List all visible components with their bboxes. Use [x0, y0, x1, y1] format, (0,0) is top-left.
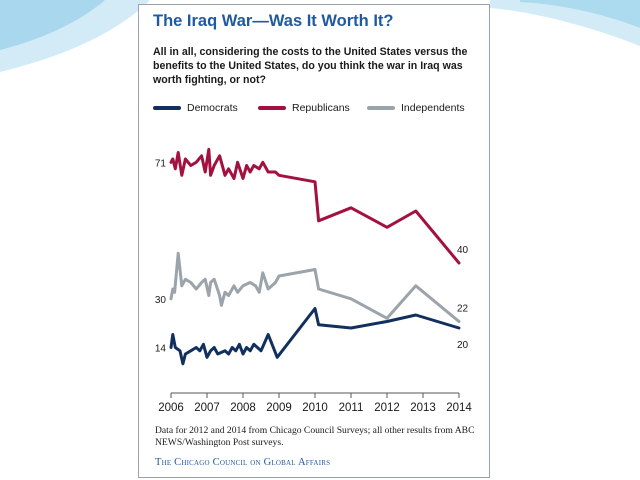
series-line-republicans — [169, 147, 461, 265]
end-label-republicans: 40 — [457, 245, 469, 256]
survey-question: All in all, considering the costs to the… — [153, 46, 468, 86]
end-label-democrats: 20 — [457, 340, 469, 351]
legend-swatch-democrats — [153, 106, 181, 110]
x-tick-label-2011: 2011 — [339, 402, 364, 414]
chart-legend: Democrats Republicans Independents — [153, 102, 489, 118]
legend-label-democrats: Democrats — [187, 102, 238, 114]
slide-swoosh-right-inner — [520, 0, 640, 28]
slide-swoosh-right — [490, 0, 640, 46]
legend-label-republicans: Republicans — [292, 102, 350, 114]
legend-item-independents: Independents — [367, 102, 465, 114]
chart-source: The Chicago Council on Global Affairs — [155, 457, 331, 468]
legend-swatch-republicans — [258, 106, 286, 110]
x-tick-label-2006: 2006 — [158, 402, 184, 414]
x-tick-label-2012: 2012 — [374, 402, 400, 414]
start-label-republicans: 71 — [155, 158, 167, 169]
x-tick-label-2007: 2007 — [194, 402, 220, 414]
x-tick-label-2014: 2014 — [446, 402, 472, 414]
legend-item-republicans: Republicans — [258, 102, 350, 114]
legend-swatch-independents — [367, 106, 395, 110]
chart-title: The Iraq War—Was It Worth It? — [153, 12, 394, 30]
x-tick-label-2008: 2008 — [230, 402, 256, 414]
x-tick-label-2013: 2013 — [410, 402, 436, 414]
end-label-independents: 22 — [457, 304, 469, 315]
line-chart: 2006 2007 2008 2009 2010 2011 2012 2013 2014 14 71… — [155, 147, 472, 414]
series-line-independents — [169, 251, 461, 323]
chart-footnote: Data for 2012 and 2014 from Chicago Coun… — [155, 425, 475, 448]
x-tick-label-2010: 2010 — [302, 402, 328, 414]
legend-item-democrats: Democrats — [153, 102, 238, 114]
series-line-democrats — [169, 307, 461, 366]
start-label-democrats: 14 — [155, 344, 167, 355]
x-tick-label-2009: 2009 — [266, 402, 292, 414]
start-label-independents: 30 — [155, 295, 167, 306]
chart-card: The Iraq War—Was It Worth It? All in all… — [138, 4, 490, 478]
slide-swoosh-left-inner — [0, 0, 105, 50]
legend-label-independents: Independents — [401, 102, 465, 114]
